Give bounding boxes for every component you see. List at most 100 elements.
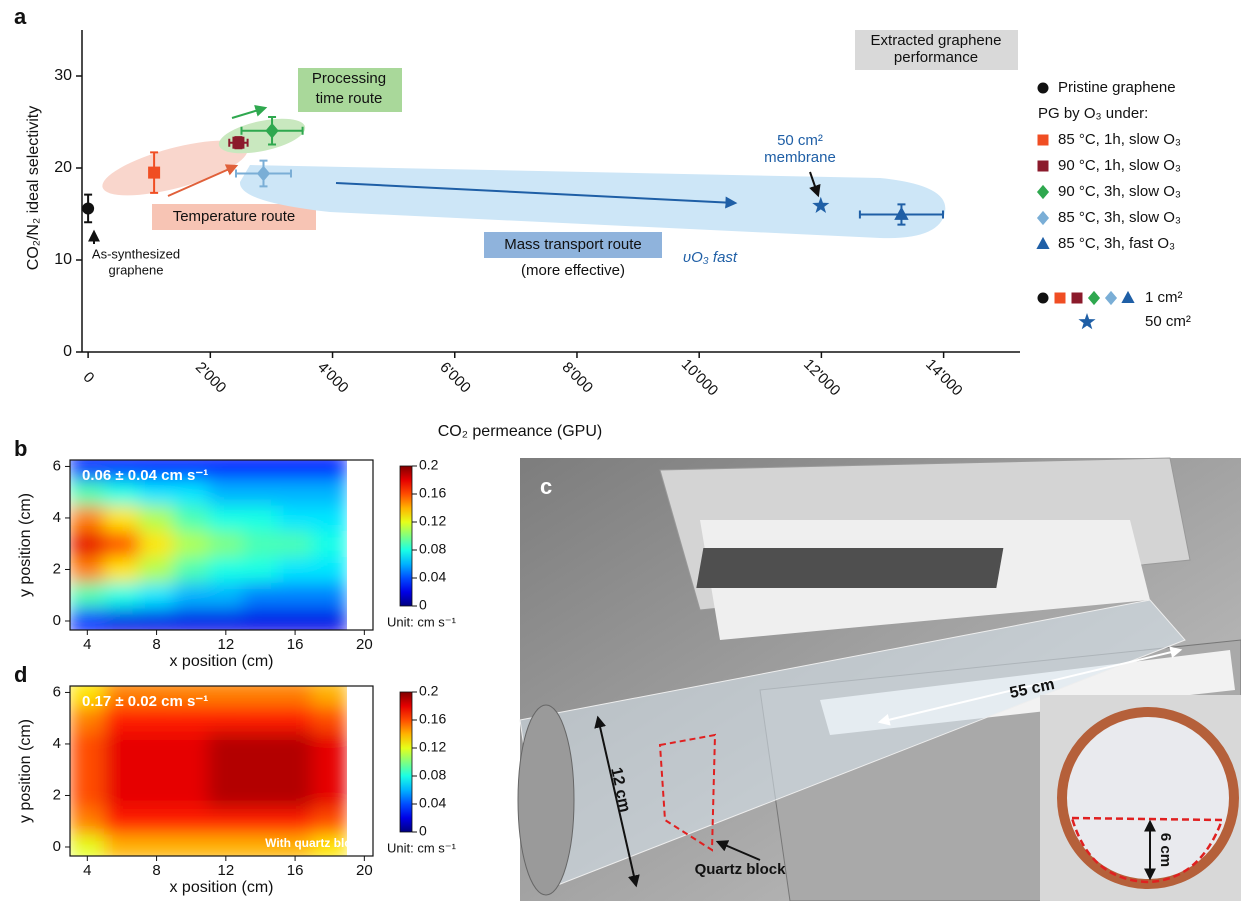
annotation: Temperature route (173, 208, 296, 225)
annotation: Extracted graphene (871, 32, 1002, 49)
heatmap-cell (243, 556, 279, 583)
heatmap-cell (104, 782, 140, 809)
panel-label: d (14, 662, 27, 687)
colorbar-label: Unit: cm s⁻¹ (387, 840, 457, 855)
heatmap-cell (243, 582, 279, 609)
legend-label: 90 °C, 3h, slow O₃ (1058, 183, 1181, 200)
heatmap-cell (173, 530, 209, 557)
heatmap-cell (277, 453, 313, 480)
heatmap-cell (70, 808, 106, 835)
heatmap-cell (104, 582, 140, 609)
heatmap-cell (70, 530, 106, 557)
heatmap-cell (277, 731, 313, 758)
colorbar-tick-label: 0.16 (419, 485, 446, 501)
data-point (82, 202, 94, 214)
heatmap-cell (312, 731, 348, 758)
x-tick-label: 20 (356, 862, 373, 879)
x-tick-label: 8 (152, 862, 160, 879)
heatmap-cell (243, 705, 279, 732)
furnace-photo: c 55 cm 12 cm Quartz block 6 cm (518, 458, 1241, 901)
annotation: membrane (764, 149, 836, 166)
x-tick-label: 4 (83, 636, 91, 653)
colorbar-tick-label: 0.04 (419, 795, 446, 811)
heatmap-cell (173, 782, 209, 809)
legend-marker (1038, 83, 1049, 94)
heatmap-cell (70, 731, 106, 758)
x-tick-label: 20 (356, 636, 373, 653)
colorbar-tick-label: 0.16 (419, 711, 446, 727)
heatmap-cell (312, 756, 348, 783)
heatmap-cell (139, 731, 175, 758)
heatmap-cell (70, 556, 106, 583)
heatmap-cell (277, 479, 313, 506)
colorbar-tick-label: 0 (419, 597, 427, 613)
colorbar-tick-label: 0.12 (419, 513, 446, 529)
colorbar-label: Unit: cm s⁻¹ (387, 614, 457, 629)
heatmap-cell (104, 530, 140, 557)
size-legend-marker (1078, 313, 1095, 329)
panel-label: a (14, 4, 27, 29)
value-annotation: 0.06 ± 0.04 cm s⁻¹ (82, 467, 208, 484)
heatmap-cell (277, 782, 313, 809)
size-legend-label: 50 cm² (1145, 313, 1191, 330)
heatmap-cell (312, 453, 348, 480)
annotation: 50 cm² (777, 132, 823, 149)
heatmap-cell (277, 679, 313, 706)
note: With quartz block (265, 836, 365, 850)
heatmap-cell (173, 808, 209, 835)
data-point (232, 137, 244, 149)
heatmap-cell (208, 556, 244, 583)
heatmap-cell (277, 530, 313, 557)
x-tick-label: 8'000 (559, 359, 597, 397)
size-legend-marker (1072, 293, 1083, 304)
x-tick-label: 0 (80, 369, 98, 387)
heatmap-cell (243, 530, 279, 557)
heatmap-cell (243, 479, 279, 506)
heatmap-cell (173, 556, 209, 583)
heatmap-cell (277, 756, 313, 783)
x-tick-label: 10'000 (678, 356, 722, 400)
figure: c 55 cm 12 cm Quartz block 6 cm a 0 10 20 30… (0, 0, 1241, 901)
legend-marker (1038, 135, 1049, 146)
annotation: performance (894, 49, 978, 66)
y-axis-title: y position (cm) (17, 719, 34, 823)
x-axis-title: x position (cm) (169, 879, 273, 896)
colorbar-tick-label: 0.12 (419, 739, 446, 755)
x-tick-label: 6'000 (436, 359, 474, 397)
legend-label: 85 °C, 1h, slow O₃ (1058, 131, 1181, 148)
heatmap-cell (243, 756, 279, 783)
heatmap-cell (208, 453, 244, 480)
y-axis-title: CO₂/N₂ ideal selectivity (25, 106, 42, 270)
y-tick-label: 30 (54, 67, 72, 84)
size-legend-marker (1105, 291, 1117, 305)
heatmap-cell (277, 705, 313, 732)
y-tick-label: 20 (54, 159, 72, 176)
size-legend-marker (1121, 291, 1134, 303)
heatmap-cell (208, 530, 244, 557)
x-tick-label: 4'000 (314, 359, 352, 397)
heatmap-cell (243, 731, 279, 758)
heatmap-cell (312, 479, 348, 506)
heatmap-cell (139, 505, 175, 532)
heatmap-cell (104, 808, 140, 835)
annotation: time route (316, 90, 383, 107)
x-axis-title: x position (cm) (169, 653, 273, 670)
panel-label: b (14, 436, 27, 461)
colorbar-tick-label: 0.2 (419, 457, 439, 473)
y-tick-label: 10 (54, 251, 72, 268)
heatmap-cell (277, 808, 313, 835)
heatmap-cell (312, 782, 348, 809)
heatmap-cell (139, 530, 175, 557)
heatmap-cell (104, 756, 140, 783)
heatmap-cell (104, 731, 140, 758)
heatmap-cell (243, 505, 279, 532)
y-tick-label: 0 (53, 612, 61, 629)
heatmap-cell (312, 530, 348, 557)
data-point (148, 167, 160, 179)
heatmap-cell (208, 782, 244, 809)
heatmap-cell (208, 505, 244, 532)
x-tick-label: 2'000 (192, 359, 230, 397)
heatmap-cell (312, 808, 348, 835)
legend-label: Pristine graphene (1058, 79, 1176, 96)
heatmap-cell (243, 679, 279, 706)
